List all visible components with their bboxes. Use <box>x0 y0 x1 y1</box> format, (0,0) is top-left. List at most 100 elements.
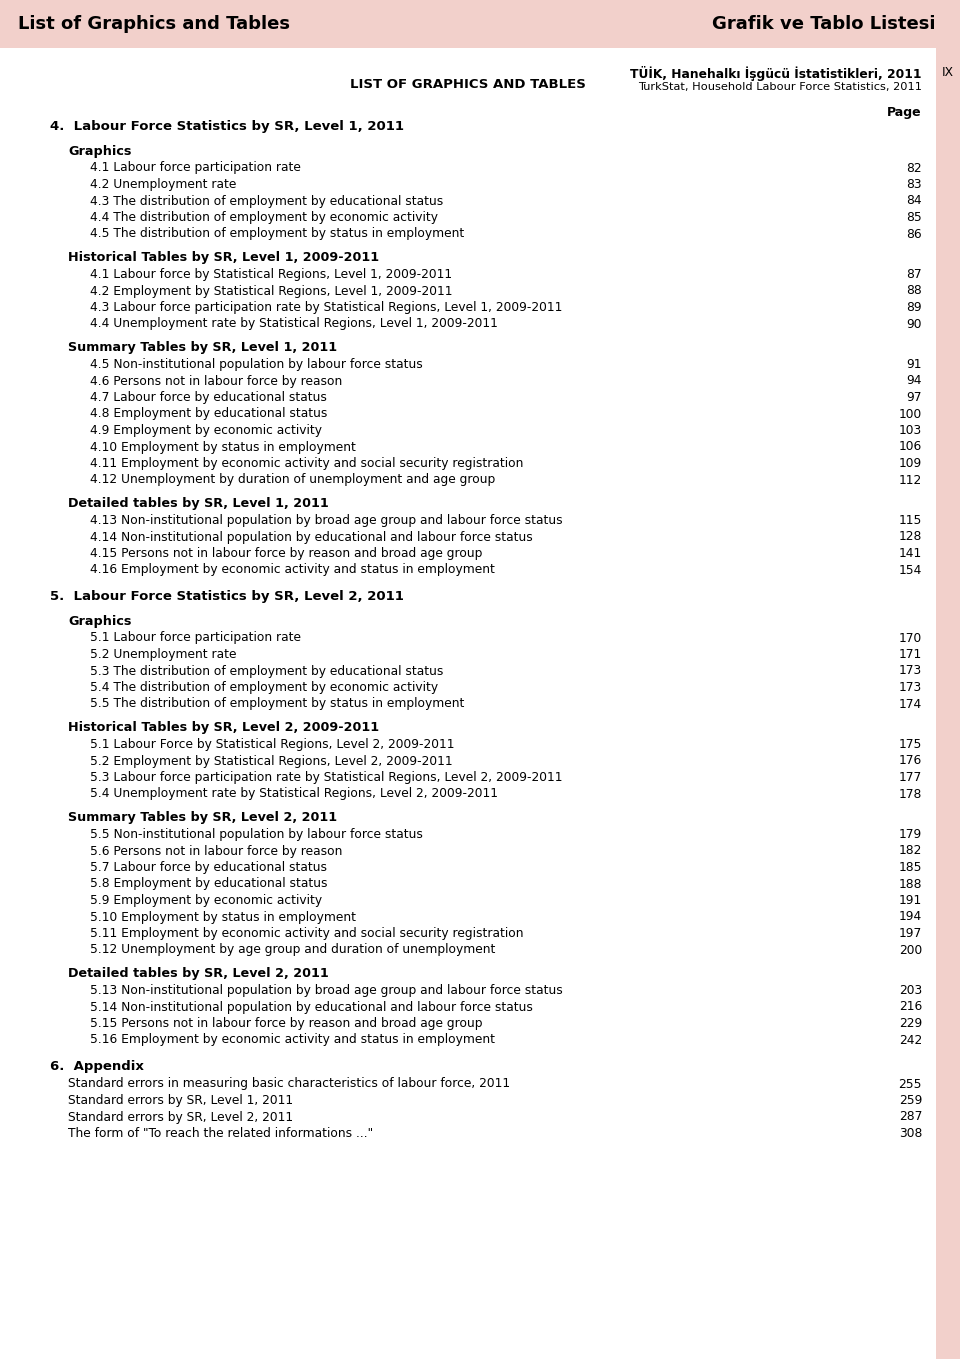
Text: The form of "To reach the related informations ...": The form of "To reach the related inform… <box>68 1127 373 1140</box>
Text: Summary Tables by SR, Level 1, 2011: Summary Tables by SR, Level 1, 2011 <box>68 341 337 353</box>
Text: 4.4 The distribution of employment by economic activity: 4.4 The distribution of employment by ec… <box>90 211 438 224</box>
Bar <box>936 48 960 1359</box>
Text: 4.2 Unemployment rate: 4.2 Unemployment rate <box>90 178 236 192</box>
Text: 90: 90 <box>906 318 922 330</box>
Text: 179: 179 <box>899 828 922 841</box>
Text: 84: 84 <box>906 194 922 208</box>
Text: 200: 200 <box>899 943 922 957</box>
Text: 5.  Labour Force Statistics by SR, Level 2, 2011: 5. Labour Force Statistics by SR, Level … <box>50 590 404 603</box>
Text: 4.11 Employment by economic activity and social security registration: 4.11 Employment by economic activity and… <box>90 457 523 470</box>
Text: TurkStat, Household Labour Force Statistics, 2011: TurkStat, Household Labour Force Statist… <box>638 82 922 92</box>
Text: 5.2 Employment by Statistical Regions, Level 2, 2009-2011: 5.2 Employment by Statistical Regions, L… <box>90 754 452 768</box>
Text: 5.9 Employment by economic activity: 5.9 Employment by economic activity <box>90 894 323 906</box>
Text: 88: 88 <box>906 284 922 298</box>
Text: 4.12 Unemployment by duration of unemployment and age group: 4.12 Unemployment by duration of unemplo… <box>90 473 495 487</box>
Text: 216: 216 <box>899 1000 922 1014</box>
Text: 141: 141 <box>899 548 922 560</box>
Text: 242: 242 <box>899 1033 922 1046</box>
Text: 4.3 The distribution of employment by educational status: 4.3 The distribution of employment by ed… <box>90 194 444 208</box>
Text: 4.2 Employment by Statistical Regions, Level 1, 2009-2011: 4.2 Employment by Statistical Regions, L… <box>90 284 452 298</box>
Text: 97: 97 <box>906 391 922 404</box>
Text: IX: IX <box>942 67 954 79</box>
Text: 203: 203 <box>899 984 922 998</box>
Text: 5.1 Labour force participation rate: 5.1 Labour force participation rate <box>90 632 301 644</box>
Text: 5.6 Persons not in labour force by reason: 5.6 Persons not in labour force by reaso… <box>90 844 343 858</box>
Text: 191: 191 <box>899 894 922 906</box>
Text: 194: 194 <box>899 911 922 924</box>
Text: 5.2 Unemployment rate: 5.2 Unemployment rate <box>90 648 236 660</box>
Text: 109: 109 <box>899 457 922 470</box>
Text: 5.16 Employment by economic activity and status in employment: 5.16 Employment by economic activity and… <box>90 1033 495 1046</box>
Text: 229: 229 <box>899 1017 922 1030</box>
Text: Standard errors by SR, Level 2, 2011: Standard errors by SR, Level 2, 2011 <box>68 1110 293 1124</box>
Text: 4.  Labour Force Statistics by SR, Level 1, 2011: 4. Labour Force Statistics by SR, Level … <box>50 120 404 133</box>
Text: 173: 173 <box>899 681 922 694</box>
Text: 154: 154 <box>899 564 922 576</box>
Text: Detailed tables by SR, Level 2, 2011: Detailed tables by SR, Level 2, 2011 <box>68 968 328 980</box>
Text: 308: 308 <box>899 1127 922 1140</box>
Text: Graphics: Graphics <box>68 144 132 158</box>
Text: 82: 82 <box>906 162 922 174</box>
Text: 188: 188 <box>899 878 922 890</box>
Text: 5.7 Labour force by educational status: 5.7 Labour force by educational status <box>90 862 327 874</box>
Text: Grafik ve Tablo Listesi: Grafik ve Tablo Listesi <box>711 15 935 33</box>
Text: 5.14 Non-institutional population by educational and labour force status: 5.14 Non-institutional population by edu… <box>90 1000 533 1014</box>
Text: Historical Tables by SR, Level 1, 2009-2011: Historical Tables by SR, Level 1, 2009-2… <box>68 251 379 264</box>
Text: 259: 259 <box>899 1094 922 1108</box>
Text: 86: 86 <box>906 227 922 241</box>
Text: 287: 287 <box>899 1110 922 1124</box>
Text: 5.3 The distribution of employment by educational status: 5.3 The distribution of employment by ed… <box>90 665 444 678</box>
Text: 170: 170 <box>899 632 922 644</box>
Text: Standard errors by SR, Level 1, 2011: Standard errors by SR, Level 1, 2011 <box>68 1094 293 1108</box>
Text: Page: Page <box>887 106 922 120</box>
Text: LIST OF GRAPHICS AND TABLES: LIST OF GRAPHICS AND TABLES <box>350 77 586 91</box>
Text: 182: 182 <box>899 844 922 858</box>
Text: 89: 89 <box>906 300 922 314</box>
Text: 4.8 Employment by educational status: 4.8 Employment by educational status <box>90 408 327 420</box>
Text: 100: 100 <box>899 408 922 420</box>
Text: 174: 174 <box>899 697 922 711</box>
Text: 177: 177 <box>899 771 922 784</box>
Text: 5.4 Unemployment rate by Statistical Regions, Level 2, 2009-2011: 5.4 Unemployment rate by Statistical Reg… <box>90 787 498 800</box>
Text: Graphics: Graphics <box>68 614 132 628</box>
Text: 4.10 Employment by status in employment: 4.10 Employment by status in employment <box>90 440 356 454</box>
Text: 103: 103 <box>899 424 922 438</box>
Text: 4.15 Persons not in labour force by reason and broad age group: 4.15 Persons not in labour force by reas… <box>90 548 482 560</box>
Text: 255: 255 <box>899 1078 922 1090</box>
Text: 4.9 Employment by economic activity: 4.9 Employment by economic activity <box>90 424 322 438</box>
Text: 4.1 Labour force participation rate: 4.1 Labour force participation rate <box>90 162 300 174</box>
Text: 5.8 Employment by educational status: 5.8 Employment by educational status <box>90 878 327 890</box>
Text: 87: 87 <box>906 268 922 281</box>
Text: 5.15 Persons not in labour force by reason and broad age group: 5.15 Persons not in labour force by reas… <box>90 1017 483 1030</box>
Text: 115: 115 <box>899 514 922 527</box>
Text: 4.13 Non-institutional population by broad age group and labour force status: 4.13 Non-institutional population by bro… <box>90 514 563 527</box>
Text: Detailed tables by SR, Level 1, 2011: Detailed tables by SR, Level 1, 2011 <box>68 497 328 510</box>
Text: 4.5 Non-institutional population by labour force status: 4.5 Non-institutional population by labo… <box>90 357 422 371</box>
Text: List of Graphics and Tables: List of Graphics and Tables <box>18 15 290 33</box>
Text: 171: 171 <box>899 648 922 660</box>
Text: 5.4 The distribution of employment by economic activity: 5.4 The distribution of employment by ec… <box>90 681 438 694</box>
Text: 85: 85 <box>906 211 922 224</box>
Text: 4.4 Unemployment rate by Statistical Regions, Level 1, 2009-2011: 4.4 Unemployment rate by Statistical Reg… <box>90 318 498 330</box>
Text: 94: 94 <box>906 375 922 387</box>
Text: 91: 91 <box>906 357 922 371</box>
Text: Historical Tables by SR, Level 2, 2009-2011: Historical Tables by SR, Level 2, 2009-2… <box>68 722 379 734</box>
Text: Summary Tables by SR, Level 2, 2011: Summary Tables by SR, Level 2, 2011 <box>68 811 337 824</box>
Text: 176: 176 <box>899 754 922 768</box>
Text: 4.6 Persons not in labour force by reason: 4.6 Persons not in labour force by reaso… <box>90 375 343 387</box>
Text: 4.16 Employment by economic activity and status in employment: 4.16 Employment by economic activity and… <box>90 564 494 576</box>
Text: 5.1 Labour Force by Statistical Regions, Level 2, 2009-2011: 5.1 Labour Force by Statistical Regions,… <box>90 738 454 752</box>
Text: 112: 112 <box>899 473 922 487</box>
Text: 4.1 Labour force by Statistical Regions, Level 1, 2009-2011: 4.1 Labour force by Statistical Regions,… <box>90 268 452 281</box>
Text: 128: 128 <box>899 530 922 544</box>
Text: 5.3 Labour force participation rate by Statistical Regions, Level 2, 2009-2011: 5.3 Labour force participation rate by S… <box>90 771 563 784</box>
Text: 106: 106 <box>899 440 922 454</box>
Text: Standard errors in measuring basic characteristics of labour force, 2011: Standard errors in measuring basic chara… <box>68 1078 510 1090</box>
Text: 4.3 Labour force participation rate by Statistical Regions, Level 1, 2009-2011: 4.3 Labour force participation rate by S… <box>90 300 563 314</box>
Text: 4.5 The distribution of employment by status in employment: 4.5 The distribution of employment by st… <box>90 227 465 241</box>
Bar <box>0 0 960 48</box>
Text: 178: 178 <box>899 787 922 800</box>
Text: 173: 173 <box>899 665 922 678</box>
Text: 5.5 The distribution of employment by status in employment: 5.5 The distribution of employment by st… <box>90 697 465 711</box>
Text: 6.  Appendix: 6. Appendix <box>50 1060 144 1074</box>
